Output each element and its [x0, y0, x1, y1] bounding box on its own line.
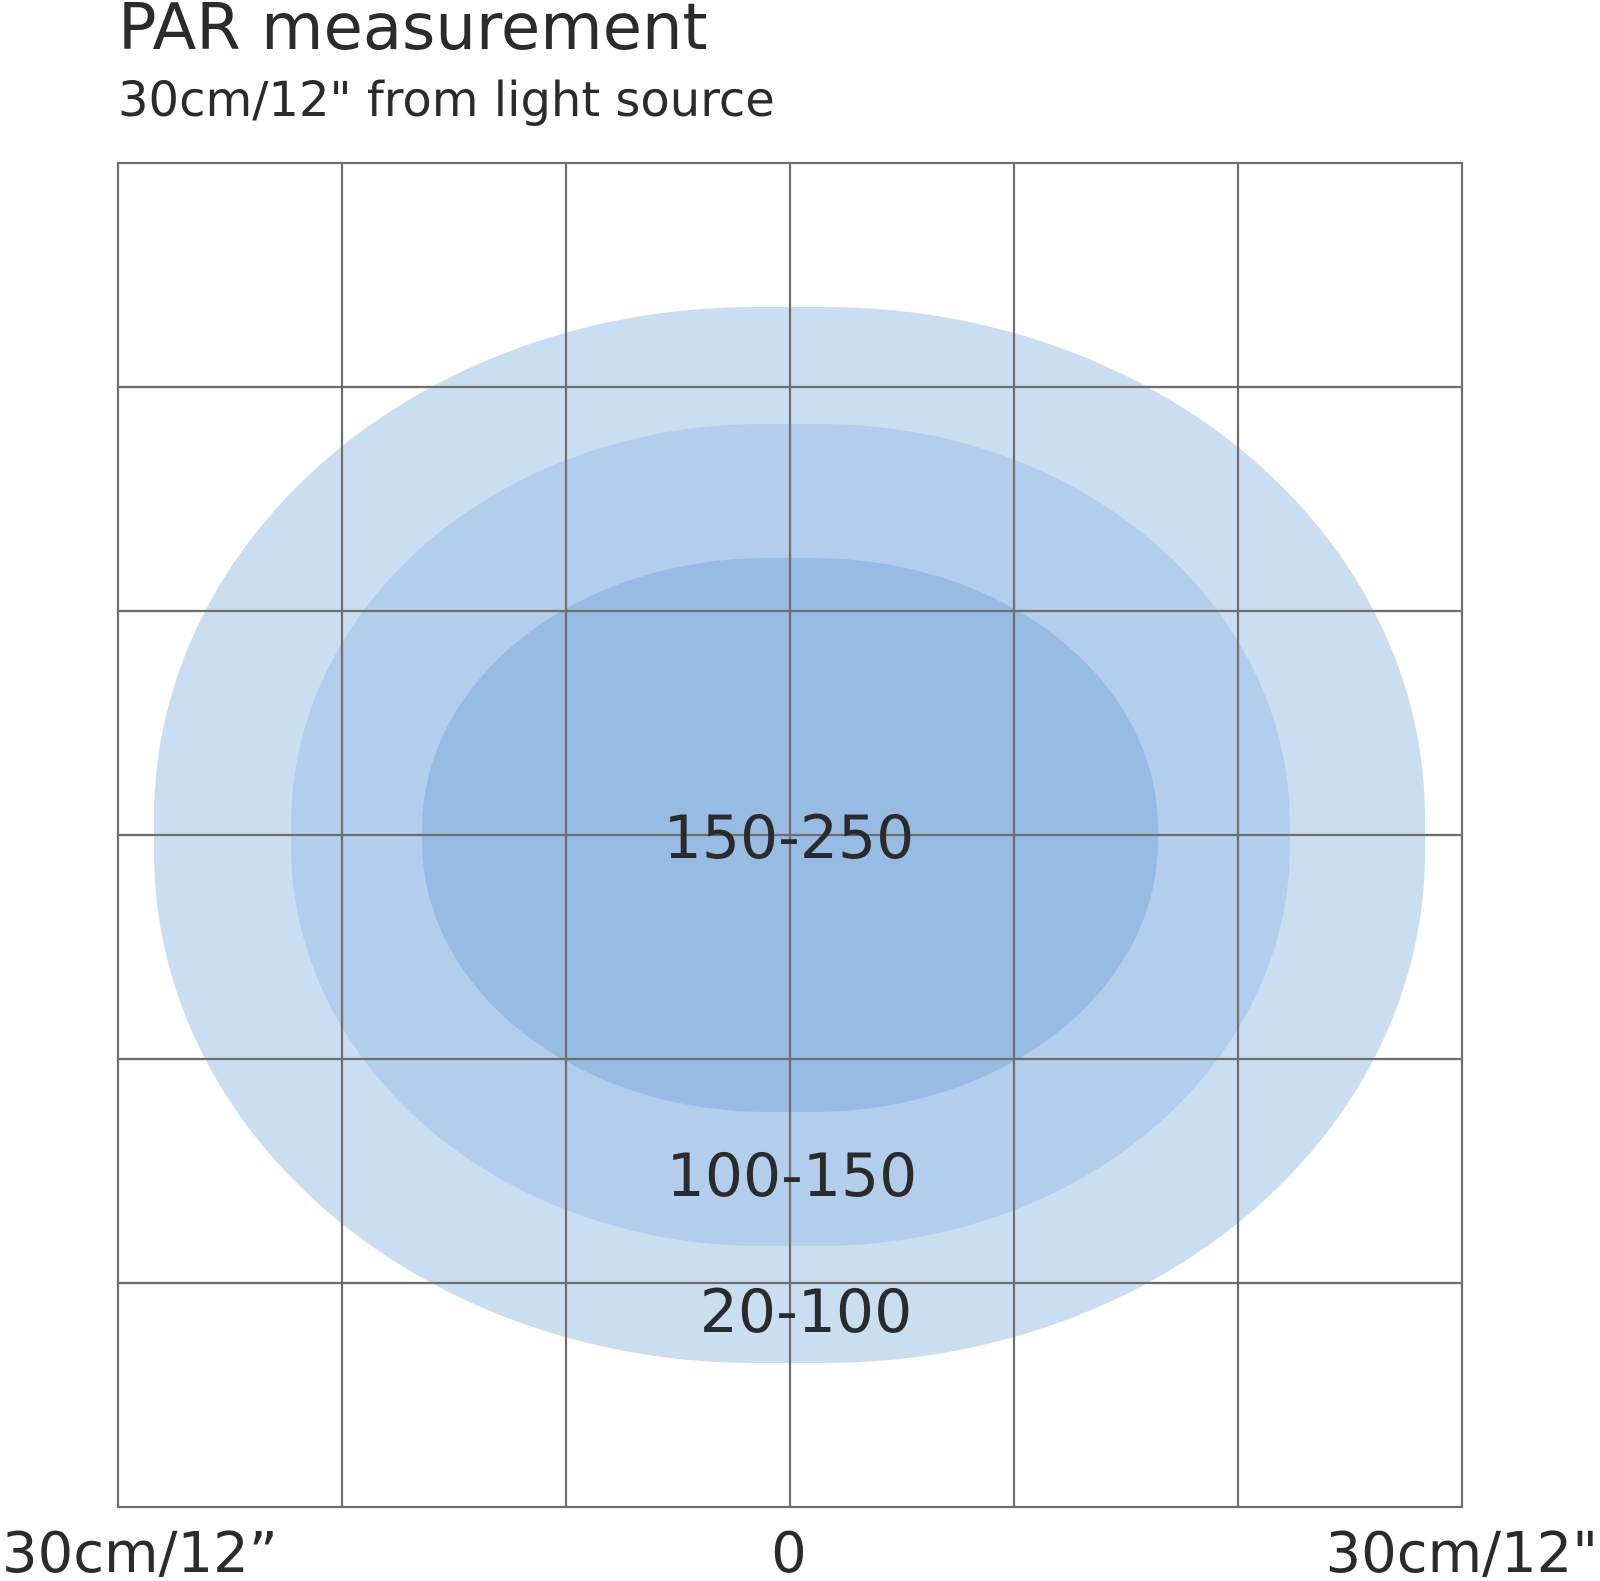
grid — [116, 161, 1464, 1509]
zone-label: 20-100 — [700, 1277, 913, 1347]
zone-label: 100-150 — [667, 1141, 918, 1211]
title: PAR measurement — [118, 0, 708, 65]
zone-label: 150-250 — [664, 803, 915, 873]
axis-label-right: 30cm/12" — [1326, 1521, 1598, 1581]
axis-label-left: 30cm/12” — [2, 1521, 278, 1581]
axis-label-center: 0 — [771, 1521, 807, 1581]
subtitle: 30cm/12" from light source — [118, 72, 775, 128]
